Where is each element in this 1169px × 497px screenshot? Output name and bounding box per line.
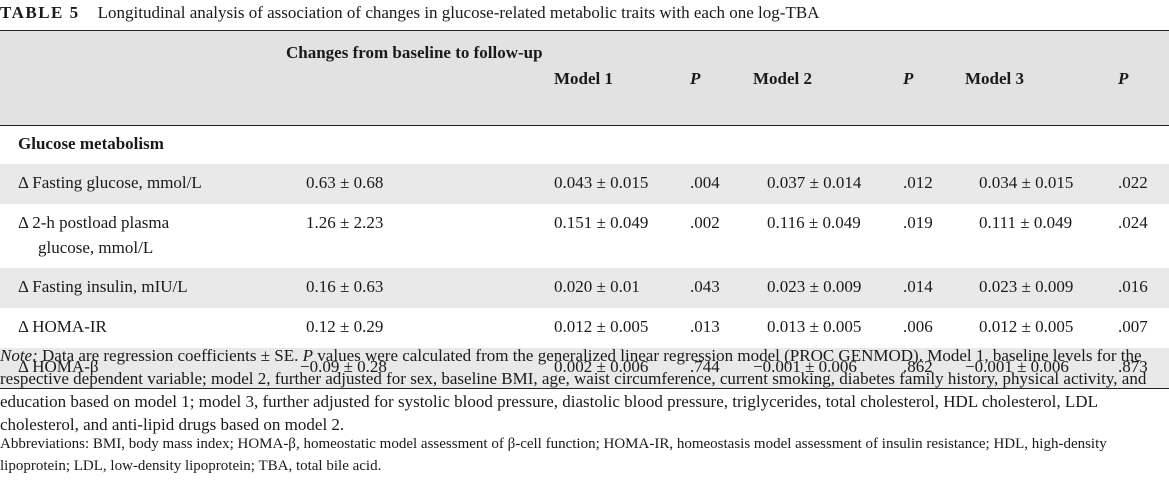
row-model3: −0.001 ± 0.006 xyxy=(965,357,1069,376)
note-text: Data are regression coefficients ± SE. xyxy=(37,346,303,365)
table-row: Δ HOMA-IR 0.12 ± 0.29 0.012 ± 0.005 .013… xyxy=(0,308,1169,348)
row-p3: .022 xyxy=(1118,173,1148,192)
row-change: 1.26 ± 2.23 xyxy=(306,213,384,232)
row-p3: .007 xyxy=(1118,317,1148,336)
row-p1: .744 xyxy=(690,357,720,376)
row-model3: 0.012 ± 0.005 xyxy=(979,317,1074,336)
header-blank xyxy=(0,31,286,126)
table-row: Δ 2-h postload plasma glucose, mmol/L 1.… xyxy=(0,204,1169,268)
row-p3: .016 xyxy=(1118,277,1148,296)
row-change: 0.16 ± 0.63 xyxy=(306,277,384,296)
note-text-cont: values were calculated from the generali… xyxy=(0,346,1147,434)
row-model1: 0.020 ± 0.01 xyxy=(554,277,640,296)
row-label: Δ Fasting glucose, mmol/L xyxy=(18,173,202,192)
note-p-symbol: P xyxy=(302,346,314,365)
section-label: Glucose metabolism xyxy=(18,134,164,153)
row-label: Δ HOMA-β xyxy=(18,357,99,376)
table-note: Note: Data are regression coefficients ±… xyxy=(0,344,1169,436)
row-p2: .019 xyxy=(903,213,933,232)
results-table: Changes from baseline to follow-up Model… xyxy=(0,30,1169,389)
header-p3: P xyxy=(1118,69,1129,88)
abbreviations-note: Abbreviations: BMI, body mass index; HOM… xyxy=(0,436,1107,474)
row-model3: 0.023 ± 0.009 xyxy=(979,277,1074,296)
table-row: Δ HOMA-β −0.09 ± 0.28 0.002 ± 0.006 .744… xyxy=(0,348,1169,389)
row-p2: .862 xyxy=(903,357,933,376)
row-model1: 0.151 ± 0.049 xyxy=(554,213,649,232)
row-label-line2: glucose, mmol/L xyxy=(38,238,154,257)
row-label: Δ Fasting insulin, mIU/L xyxy=(18,277,188,296)
table-header: Changes from baseline to follow-up Model… xyxy=(0,30,1169,126)
row-change: 0.63 ± 0.68 xyxy=(306,173,384,192)
table-caption: TABLE 5 Longitudinal analysis of associat… xyxy=(0,2,1169,24)
row-p3: .024 xyxy=(1118,213,1148,232)
row-model2: 0.013 ± 0.005 xyxy=(767,317,862,336)
row-model2: 0.037 ± 0.014 xyxy=(767,173,862,192)
header-model1: Model 1 xyxy=(554,69,614,88)
row-model2: 0.116 ± 0.049 xyxy=(767,213,861,232)
row-model3: 0.034 ± 0.015 xyxy=(979,173,1074,192)
row-p1: .004 xyxy=(690,173,720,192)
header-p1: P xyxy=(690,69,701,88)
row-model1: 0.002 ± 0.006 xyxy=(554,357,649,376)
note-lead: Note: xyxy=(0,346,38,365)
table-row: Δ Fasting insulin, mIU/L 0.16 ± 0.63 0.0… xyxy=(0,268,1169,308)
row-model1: 0.012 ± 0.005 xyxy=(554,317,649,336)
row-p3: .873 xyxy=(1118,357,1148,376)
row-p1: .002 xyxy=(690,213,720,232)
row-p2: .012 xyxy=(903,173,933,192)
section-row: Glucose metabolism xyxy=(0,126,1169,165)
row-change: 0.12 ± 0.29 xyxy=(306,317,384,336)
header-model3: Model 3 xyxy=(965,69,1025,88)
row-model1: 0.043 ± 0.015 xyxy=(554,173,649,192)
row-label: Δ 2-h postload plasma glucose, mmol/L xyxy=(0,204,286,268)
table-title: Longitudinal analysis of association of … xyxy=(97,3,820,22)
header-p2: P xyxy=(903,69,914,88)
header-changes: Changes from baseline to follow-up xyxy=(286,43,543,62)
table-label: TABLE 5 xyxy=(0,3,80,22)
row-p1: .013 xyxy=(690,317,720,336)
table-body: Glucose metabolism Δ Fasting glucose, mm… xyxy=(0,126,1169,389)
row-label: Δ HOMA-IR xyxy=(18,317,107,336)
header-model2: Model 2 xyxy=(753,69,813,88)
row-p2: .006 xyxy=(903,317,933,336)
row-change: −0.09 ± 0.28 xyxy=(300,357,387,376)
row-model3: 0.111 ± 0.049 xyxy=(979,213,1073,232)
row-p2: .014 xyxy=(903,277,933,296)
row-model2: −0.001 ± 0.006 xyxy=(753,357,857,376)
row-model2: 0.023 ± 0.009 xyxy=(767,277,862,296)
row-p1: .043 xyxy=(690,277,720,296)
table-row: Δ Fasting glucose, mmol/L 0.63 ± 0.68 0.… xyxy=(0,164,1169,204)
row-label-line1: Δ 2-h postload plasma xyxy=(18,213,170,232)
